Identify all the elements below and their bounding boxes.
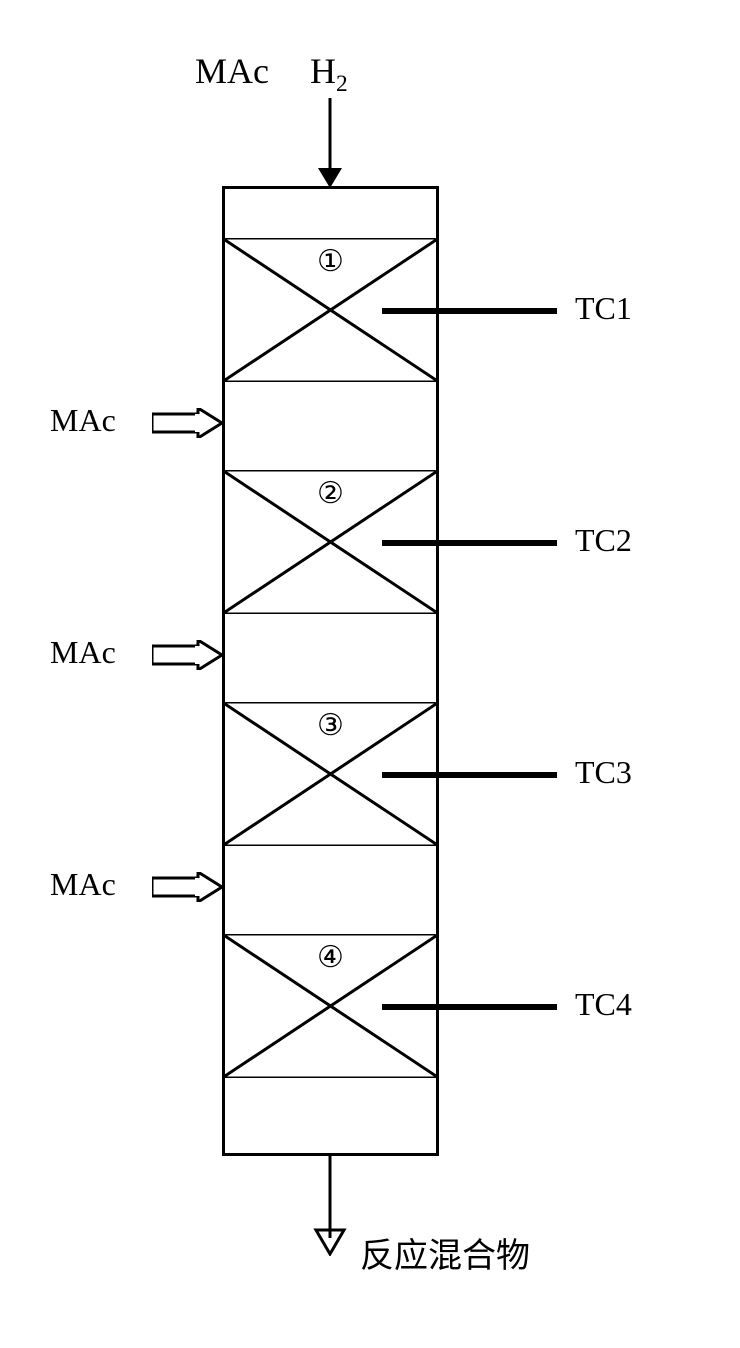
bed-number-2: ② [317,476,344,511]
side-feed-arrow-3 [152,872,224,902]
tc4-probe-line [382,1004,557,1010]
top-feed-label-h2: H2 [310,50,348,98]
tc4-label: TC4 [575,986,632,1023]
tc3-probe-line [382,772,557,778]
side-feed-label-1: MAc [50,402,116,439]
side-feed-arrow-2 [152,640,224,670]
tc1-probe-line [382,308,557,314]
bed-number-1: ① [317,244,344,279]
top-feed-label-mac: MAc [195,50,269,92]
bed-number-4: ④ [317,940,344,975]
tc1-label: TC1 [575,290,632,327]
bottom-product-label: 反应混合物 [360,1228,530,1277]
side-feed-label-2: MAc [50,634,116,671]
bottom-outlet-arrow [310,1156,350,1256]
tc2-label: TC2 [575,522,632,559]
tc3-label: TC3 [575,754,632,791]
side-feed-label-3: MAc [50,866,116,903]
side-feed-arrow-1 [152,408,224,438]
process-flow-diagram: MAc H2 ① TC1 ② TC2 [0,0,740,1348]
top-inlet-arrow [310,98,350,190]
tc2-probe-line [382,540,557,546]
bed-number-3: ③ [317,708,344,743]
